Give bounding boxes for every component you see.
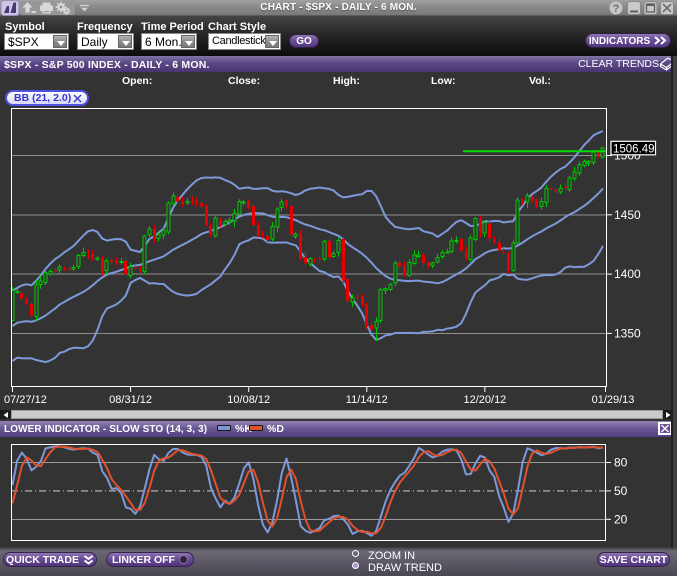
svg-text:1506.49: 1506.49 bbox=[613, 143, 655, 155]
svg-text:12/20/12: 12/20/12 bbox=[463, 394, 506, 406]
svg-text:1450: 1450 bbox=[614, 208, 641, 222]
svg-text:1350: 1350 bbox=[614, 326, 641, 340]
svg-text:07/27/12: 07/27/12 bbox=[4, 394, 47, 406]
svg-text:?: ? bbox=[613, 3, 620, 15]
svg-text:10/08/12: 10/08/12 bbox=[227, 394, 270, 406]
svg-text:80: 80 bbox=[614, 456, 628, 470]
svg-text:01/29/13: 01/29/13 bbox=[592, 394, 635, 406]
svg-text:20: 20 bbox=[614, 512, 628, 526]
svg-text:11/14/12: 11/14/12 bbox=[346, 394, 388, 406]
svg-text:1400: 1400 bbox=[614, 267, 641, 281]
svg-text:08/31/12: 08/31/12 bbox=[109, 394, 152, 406]
svg-text:50: 50 bbox=[614, 484, 628, 498]
